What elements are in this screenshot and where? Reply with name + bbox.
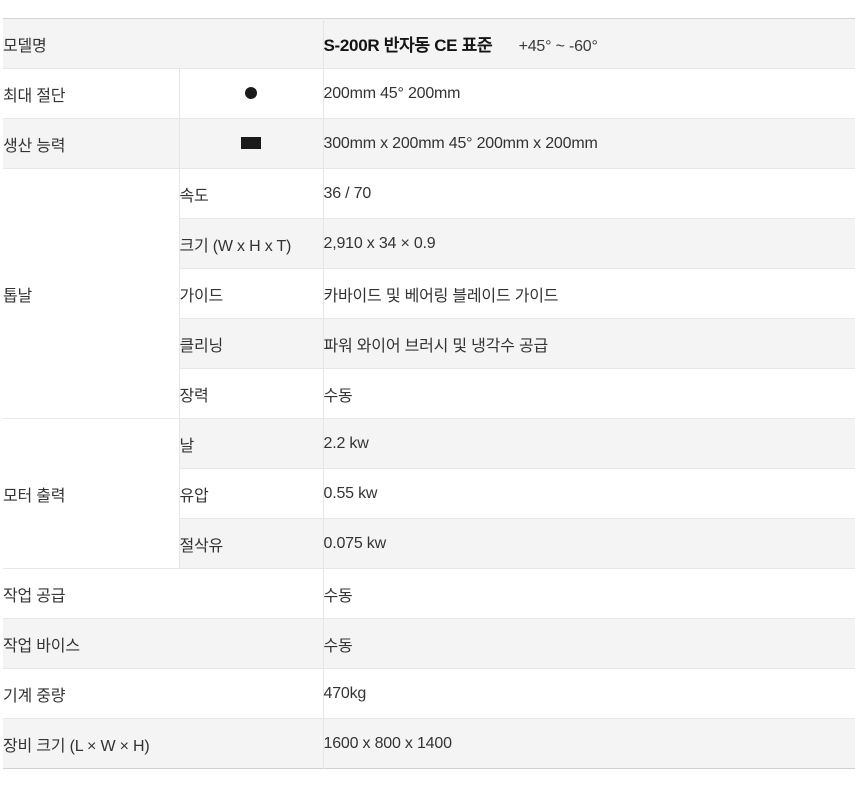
rect-bar-icon	[241, 137, 261, 150]
machine-weight-label: 기계 중량	[3, 668, 323, 719]
machine-size-value: 1600 x 800 x 1400	[322, 718, 855, 769]
capacity-icon-cell	[178, 118, 323, 169]
capacity-label: 생산 능력	[3, 118, 179, 169]
work-feed-label: 작업 공급	[3, 568, 323, 619]
motor-hydraulic-value: 0.55 kw	[322, 468, 855, 519]
motor-blade-value: 2.2 kw	[322, 418, 855, 469]
machine-weight-value: 470kg	[322, 668, 855, 719]
motor-group-label: 모터 출력	[3, 418, 179, 569]
row-max-cut: 최대 절단 200mm 45° 200mm	[3, 68, 855, 119]
row-capacity: 생산 능력 300mm x 200mm 45° 200mm x 200mm	[3, 118, 855, 169]
row-blade-tension: 장력 수동	[3, 368, 855, 419]
max-cut-icon-cell	[178, 68, 323, 119]
row-work-feed: 작업 공급 수동	[3, 568, 855, 619]
row-motor-blade: 모터 출력 날 2.2 kw	[3, 418, 855, 569]
spec-sheet: 모델명 S-200R 반자동 CE 표준 +45° ~ -60° 최대 절단 2…	[3, 18, 855, 769]
blade-speed-value: 36 / 70	[322, 168, 855, 219]
blade-size-label: 크기 (W x H x T)	[178, 218, 323, 269]
work-vise-label: 작업 바이스	[3, 618, 323, 669]
blade-guide-label: 가이드	[178, 268, 323, 319]
work-vise-value: 수동	[322, 618, 855, 669]
blade-tension-value: 수동	[322, 368, 855, 419]
motor-coolant-label: 절삭유	[178, 518, 323, 569]
max-cut-label: 최대 절단	[3, 68, 179, 119]
machine-size-label: 장비 크기 (L × W × H)	[3, 718, 323, 769]
model-name: S-200R 반자동 CE 표준	[323, 36, 493, 55]
blade-cleaning-value: 파워 와이어 브러시 및 냉각수 공급	[322, 318, 855, 369]
row-motor-hydraulic: 유압 0.55 kw	[3, 468, 855, 519]
row-model: 모델명 S-200R 반자동 CE 표준 +45° ~ -60°	[3, 18, 855, 69]
row-blade-speed: 톱날 속도 36 / 70	[3, 168, 855, 419]
model-label: 모델명	[3, 37, 47, 55]
row-machine-size: 장비 크기 (L × W × H) 1600 x 800 x 1400	[3, 718, 855, 769]
max-cut-value: 200mm 45° 200mm	[322, 68, 855, 119]
model-angle-range: +45° ~ -60°	[518, 38, 598, 55]
blade-cleaning-label: 클리닝	[178, 318, 323, 369]
blade-speed-label: 속도	[178, 168, 323, 219]
motor-coolant-value: 0.075 kw	[322, 518, 855, 569]
row-machine-weight: 기계 중량 470kg	[3, 668, 855, 719]
blade-size-value: 2,910 x 34 × 0.9	[322, 218, 855, 269]
row-work-vise: 작업 바이스 수동	[3, 618, 855, 669]
blade-tension-label: 장력	[178, 368, 323, 419]
capacity-value: 300mm x 200mm 45° 200mm x 200mm	[322, 118, 855, 169]
blade-guide-value: 카바이드 및 베어링 블레이드 가이드	[322, 268, 855, 319]
work-feed-value: 수동	[322, 568, 855, 619]
row-blade-size: 크기 (W x H x T) 2,910 x 34 × 0.9	[3, 218, 855, 269]
motor-blade-label: 날	[178, 418, 323, 469]
row-blade-guide: 가이드 카바이드 및 베어링 블레이드 가이드	[3, 268, 855, 319]
model-value-cell: S-200R 반자동 CE 표준 +45° ~ -60°	[322, 18, 855, 69]
round-bar-icon	[245, 87, 257, 100]
motor-hydraulic-label: 유압	[178, 468, 323, 519]
blade-group-label: 톱날	[3, 168, 179, 419]
spec-table: 모델명 S-200R 반자동 CE 표준 +45° ~ -60° 최대 절단 2…	[3, 18, 855, 769]
